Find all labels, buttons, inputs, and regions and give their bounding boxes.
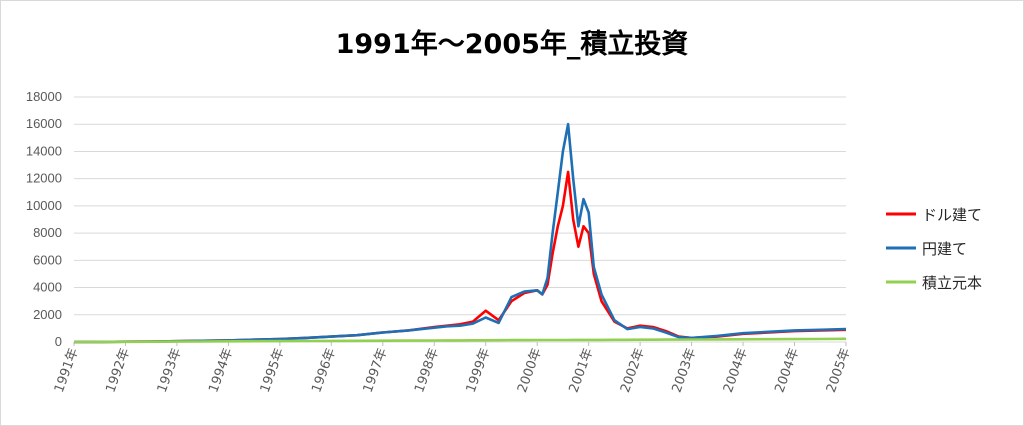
x-tick-label: 2002年 xyxy=(618,346,648,394)
y-tick-label: 0 xyxy=(55,334,62,349)
series-line-3 xyxy=(73,337,847,344)
x-tick-label: 1999年 xyxy=(464,346,494,394)
x-tick-label: 2005年 xyxy=(824,346,854,394)
x-tick-label: 2000年 xyxy=(515,346,545,394)
x-tick-label: 1993年 xyxy=(155,346,185,394)
y-tick-label: 2000 xyxy=(33,307,62,322)
series-lines xyxy=(73,122,847,344)
y-tick-label: 4000 xyxy=(33,280,62,295)
y-tick-label: 8000 xyxy=(33,225,62,240)
x-tick-label: 2003年 xyxy=(669,346,699,394)
legend-label: ドル建て xyxy=(922,206,982,224)
x-tick-label: 1992年 xyxy=(103,346,133,394)
x-tick-label: 1991年 xyxy=(52,346,82,394)
x-tick-label: 1994年 xyxy=(206,346,236,394)
series-line-2 xyxy=(73,122,847,344)
y-tick-label: 14000 xyxy=(26,143,62,158)
x-tick-label: 2001年 xyxy=(567,346,597,394)
gridlines xyxy=(74,96,846,343)
chart-title: 1991年～2005年_積立投資 xyxy=(335,29,689,60)
series-line-1 xyxy=(73,170,847,344)
legend-label: 円建て xyxy=(922,240,967,258)
x-tick-label: 1995年 xyxy=(258,346,288,394)
y-tick-label: 18000 xyxy=(26,89,62,104)
y-tick-label: 12000 xyxy=(26,171,62,186)
x-tick-label: 1996年 xyxy=(309,346,339,394)
x-tick-label: 1998年 xyxy=(412,346,442,394)
x-tick-label: 2004年 xyxy=(772,346,802,394)
x-tick-label: 1997年 xyxy=(361,346,391,394)
y-axis-ticks: 0 2000 4000 6000 8000 10000 12000 14000 16000 180… xyxy=(26,89,62,349)
y-tick-label: 10000 xyxy=(26,198,62,213)
y-tick-label: 16000 xyxy=(26,116,62,131)
x-axis-ticks: 1991年 1992年 1993年 1994年 1995年 1996年 1997年 1998年… xyxy=(52,342,854,395)
x-tick-label: 2004年 xyxy=(721,346,751,394)
y-tick-label: 6000 xyxy=(33,252,62,267)
legend-label: 積立元本 xyxy=(922,274,982,292)
